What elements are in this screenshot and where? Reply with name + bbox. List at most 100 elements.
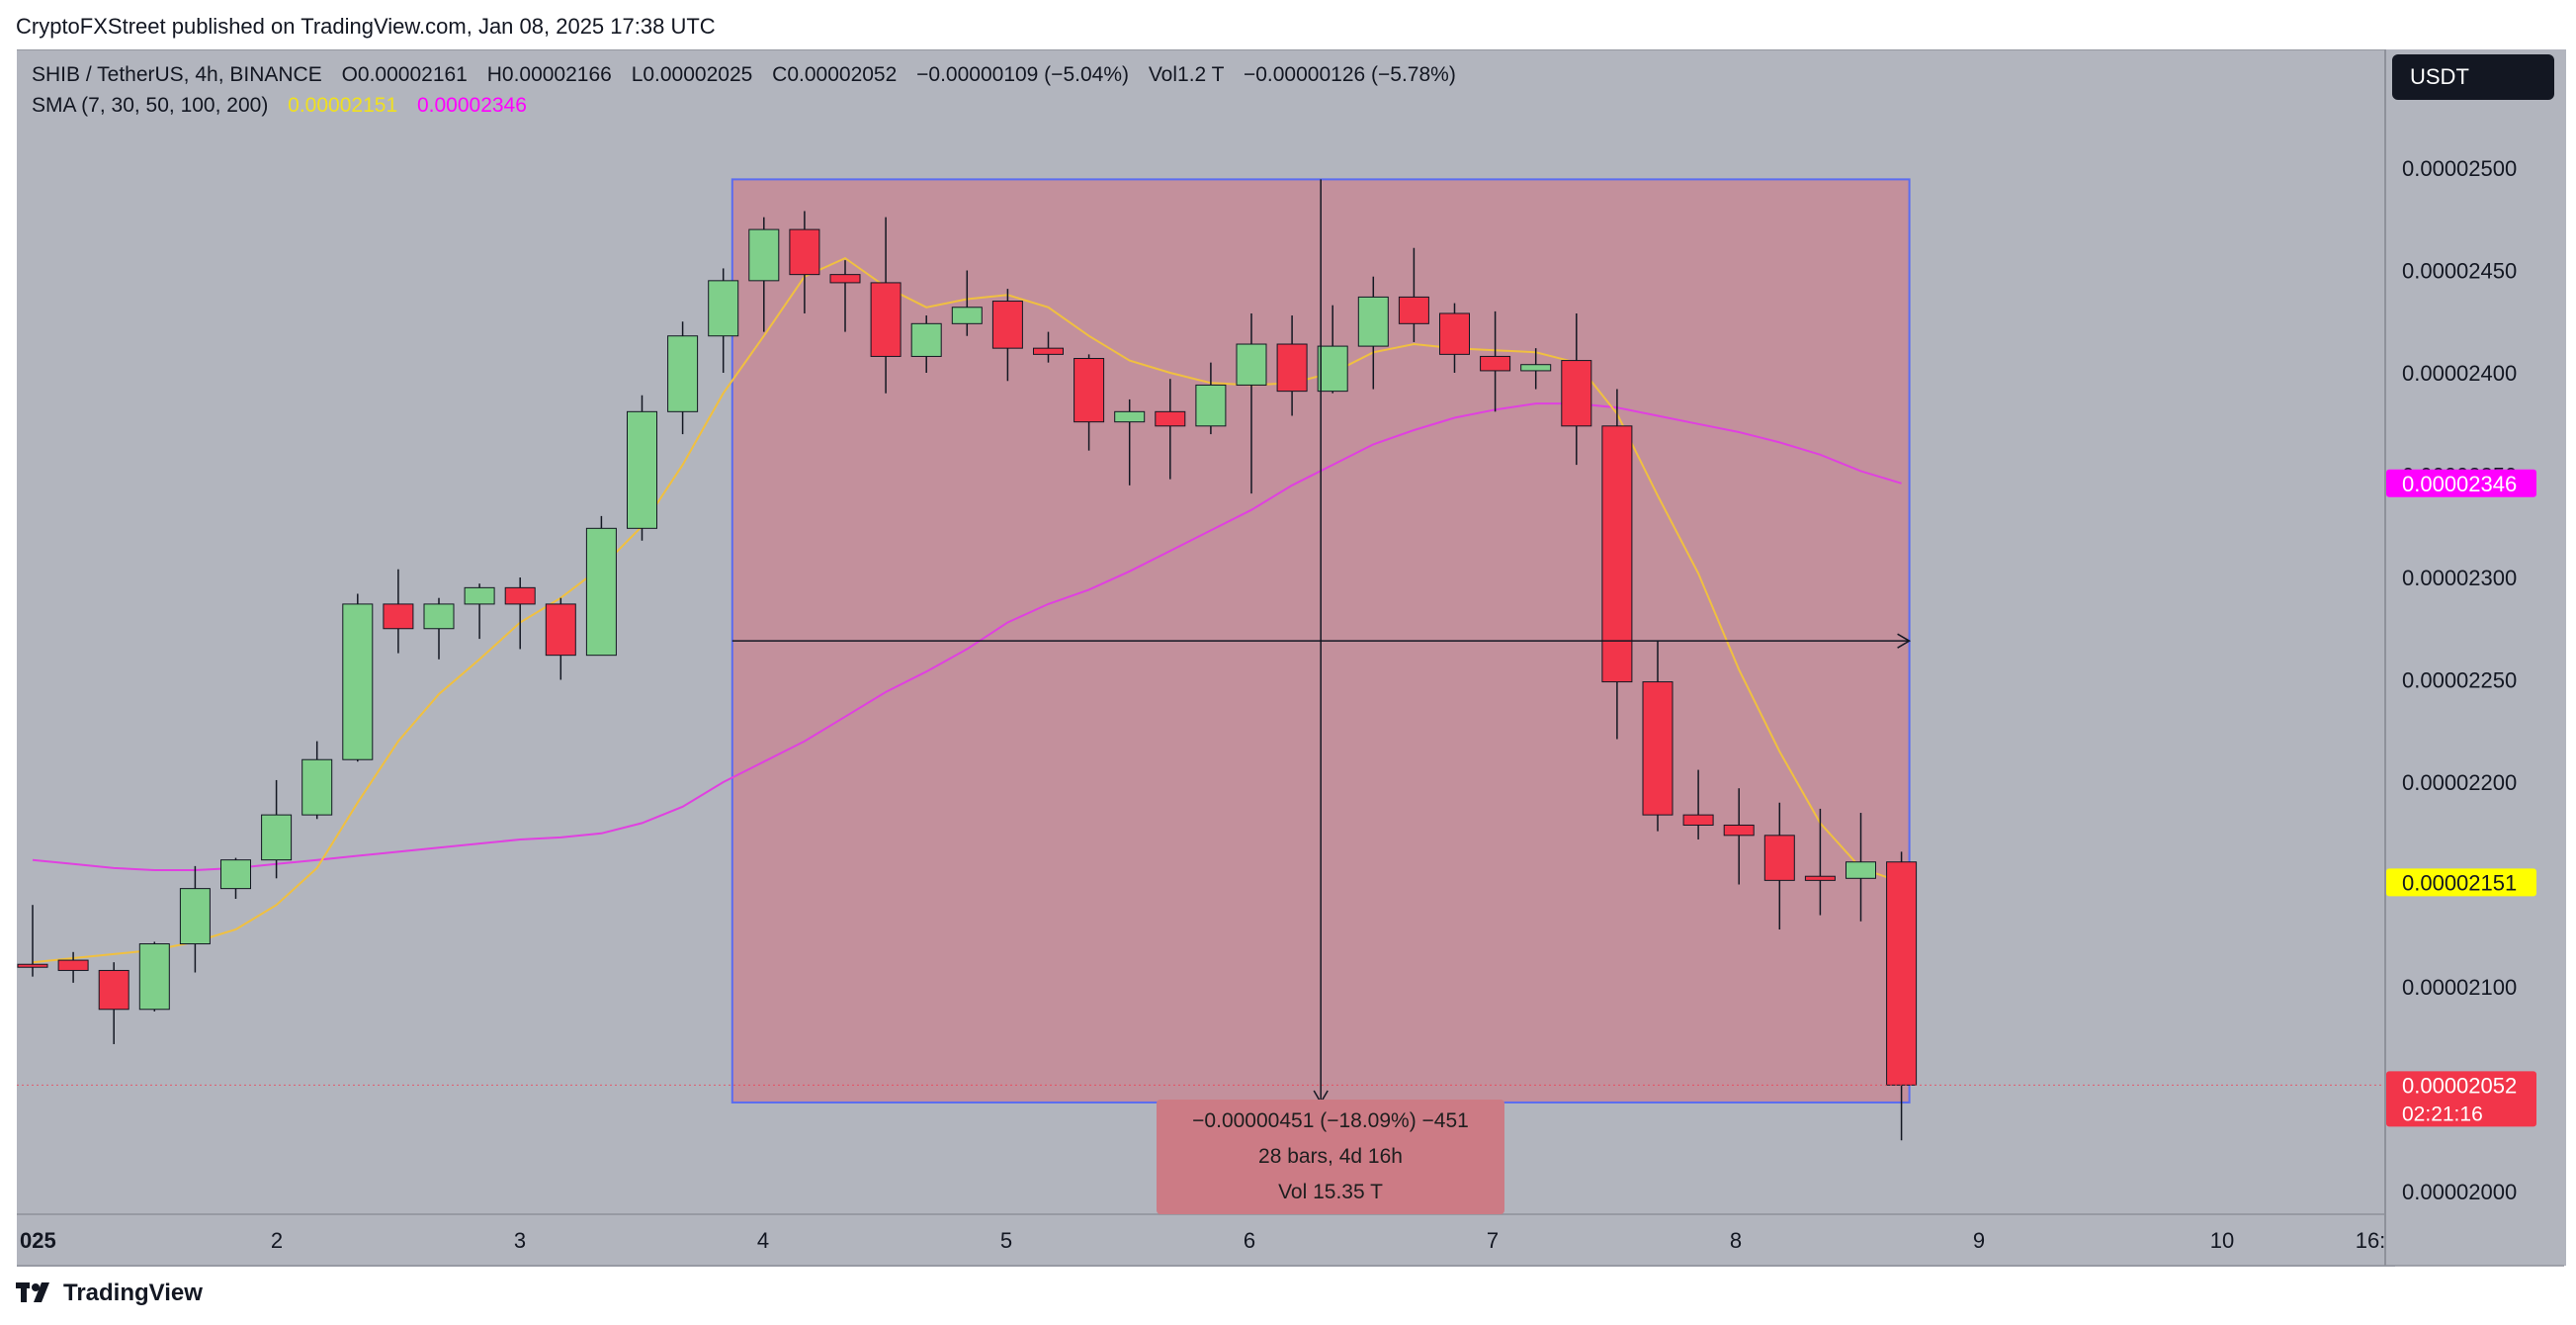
candle-10[interactable] (423, 597, 455, 660)
countdown-label: 02:21:16 (2402, 1103, 2483, 1125)
y-tick-label: 0.00002450 (2402, 259, 2517, 284)
candle-27[interactable] (1114, 398, 1146, 486)
candle-24[interactable] (991, 289, 1023, 382)
candle-body-down (57, 959, 89, 971)
candle-28[interactable] (1155, 379, 1186, 480)
candle-body-up (1114, 410, 1146, 423)
candle-40[interactable] (1642, 641, 1674, 832)
y-tick-label: 0.00002400 (2402, 361, 2517, 386)
candle-38[interactable] (1561, 312, 1592, 466)
candle-body-down (991, 301, 1023, 349)
candle-body-up (138, 943, 170, 1011)
candle-7[interactable] (301, 741, 333, 820)
candle-13[interactable] (545, 597, 576, 680)
y-tick-label: 0.00002000 (2402, 1180, 2517, 1204)
candle-body-down (1682, 814, 1714, 826)
candle-5[interactable] (220, 857, 251, 899)
publisher-line: CryptoFXStreet published on TradingView.… (16, 14, 716, 39)
candle-body-up (342, 603, 374, 760)
y-tick-label: 0.00002500 (2402, 156, 2517, 181)
legend-change: −0.00000109 (−5.04%) (916, 63, 1129, 86)
candle-body-down (1073, 358, 1105, 423)
candle-29[interactable] (1195, 362, 1227, 435)
candle-44[interactable] (1804, 808, 1836, 916)
candle-body-down (1276, 343, 1308, 393)
tradingview-brand: TradingView (63, 1280, 203, 1306)
candle-16[interactable] (667, 321, 699, 435)
candle-31[interactable] (1276, 315, 1308, 416)
candle-9[interactable] (383, 569, 414, 654)
candle-body-up (1520, 364, 1552, 372)
candle-43[interactable] (1763, 802, 1795, 930)
candle-body-down (504, 586, 536, 605)
candle-26[interactable] (1073, 354, 1105, 451)
candle-35[interactable] (1439, 303, 1470, 373)
candle-23[interactable] (951, 270, 983, 336)
candle-12[interactable] (504, 577, 536, 650)
legend-symbol[interactable]: SHIB / TetherUS, 4h, BINANCE (32, 63, 322, 86)
candle-body-down (1642, 681, 1674, 816)
tradingview-logo[interactable]: TradingView (16, 1280, 203, 1307)
candle-21[interactable] (870, 217, 902, 394)
candle-body-up (179, 888, 211, 945)
sma7-price-label-bg (2386, 868, 2536, 897)
candle-19[interactable] (789, 211, 820, 313)
candle-body-down (383, 603, 414, 630)
candle-body-up (951, 307, 983, 324)
candle-6[interactable] (261, 779, 293, 879)
candle-45[interactable] (1846, 813, 1876, 922)
sma-label[interactable]: SMA (7, 30, 50, 100, 200) (32, 94, 269, 117)
candle-17[interactable] (708, 268, 739, 373)
candle-body-up (1317, 345, 1348, 393)
currency-button[interactable]: USDT (2392, 54, 2554, 100)
candle-34[interactable] (1398, 247, 1429, 342)
measure-info-box: −0.00000451 (−18.09%) −451 28 bars, 4d 1… (1157, 1100, 1504, 1214)
candle-0[interactable] (17, 905, 48, 977)
x-tick-label: 4 (757, 1228, 769, 1253)
candle-body-up (627, 410, 657, 529)
x-tick-label: 7 (1487, 1228, 1499, 1253)
candle-body-down (1886, 861, 1918, 1086)
candle-2[interactable] (98, 962, 129, 1044)
candle-41[interactable] (1682, 769, 1714, 839)
candle-46[interactable] (1886, 851, 1918, 1141)
x-tick-label: 8 (1730, 1228, 1742, 1253)
legend-close: C0.00002052 (772, 63, 898, 86)
candle-37[interactable] (1520, 348, 1552, 390)
candle-body-up (748, 228, 780, 282)
ohlc-legend: SHIB / TetherUS, 4h, BINANCE O0.00002161… (32, 63, 1456, 87)
candle-18[interactable] (748, 217, 780, 332)
sma30-value: 0.00002346 (416, 94, 527, 117)
legend-vol-change: −0.00000126 (−5.78%) (1243, 63, 1456, 86)
candle-body-up (423, 603, 455, 630)
candle-30[interactable] (1236, 312, 1267, 494)
candle-body-up (585, 527, 617, 657)
candle-42[interactable] (1723, 788, 1755, 885)
candle-4[interactable] (179, 865, 211, 973)
candle-22[interactable] (910, 315, 942, 373)
candle-25[interactable] (1033, 331, 1064, 363)
candle-8[interactable] (342, 593, 374, 762)
candle-body-down (1601, 425, 1633, 683)
legend-low: L0.00002025 (631, 63, 753, 86)
candle-33[interactable] (1357, 276, 1389, 390)
candle-14[interactable] (585, 515, 617, 657)
candle-32[interactable] (1317, 305, 1348, 394)
candle-body-down (1480, 355, 1511, 372)
candle-11[interactable] (464, 583, 495, 640)
candle-body-down (17, 963, 48, 968)
candle-36[interactable] (1480, 310, 1511, 412)
candle-20[interactable] (829, 260, 861, 332)
tradingview-logo-icon (16, 1282, 49, 1302)
candle-39[interactable] (1601, 389, 1633, 740)
candle-1[interactable] (57, 951, 89, 983)
candle-3[interactable] (138, 941, 170, 1012)
legend-high: H0.00002166 (486, 63, 612, 86)
price-axis-panel[interactable] (2384, 49, 2566, 1266)
sma30-price-label-bg (2386, 469, 2536, 497)
candle-15[interactable] (627, 395, 657, 541)
candle-body-down (1155, 410, 1186, 427)
candle-body-down (1439, 312, 1470, 355)
candle-body-up (910, 322, 942, 357)
